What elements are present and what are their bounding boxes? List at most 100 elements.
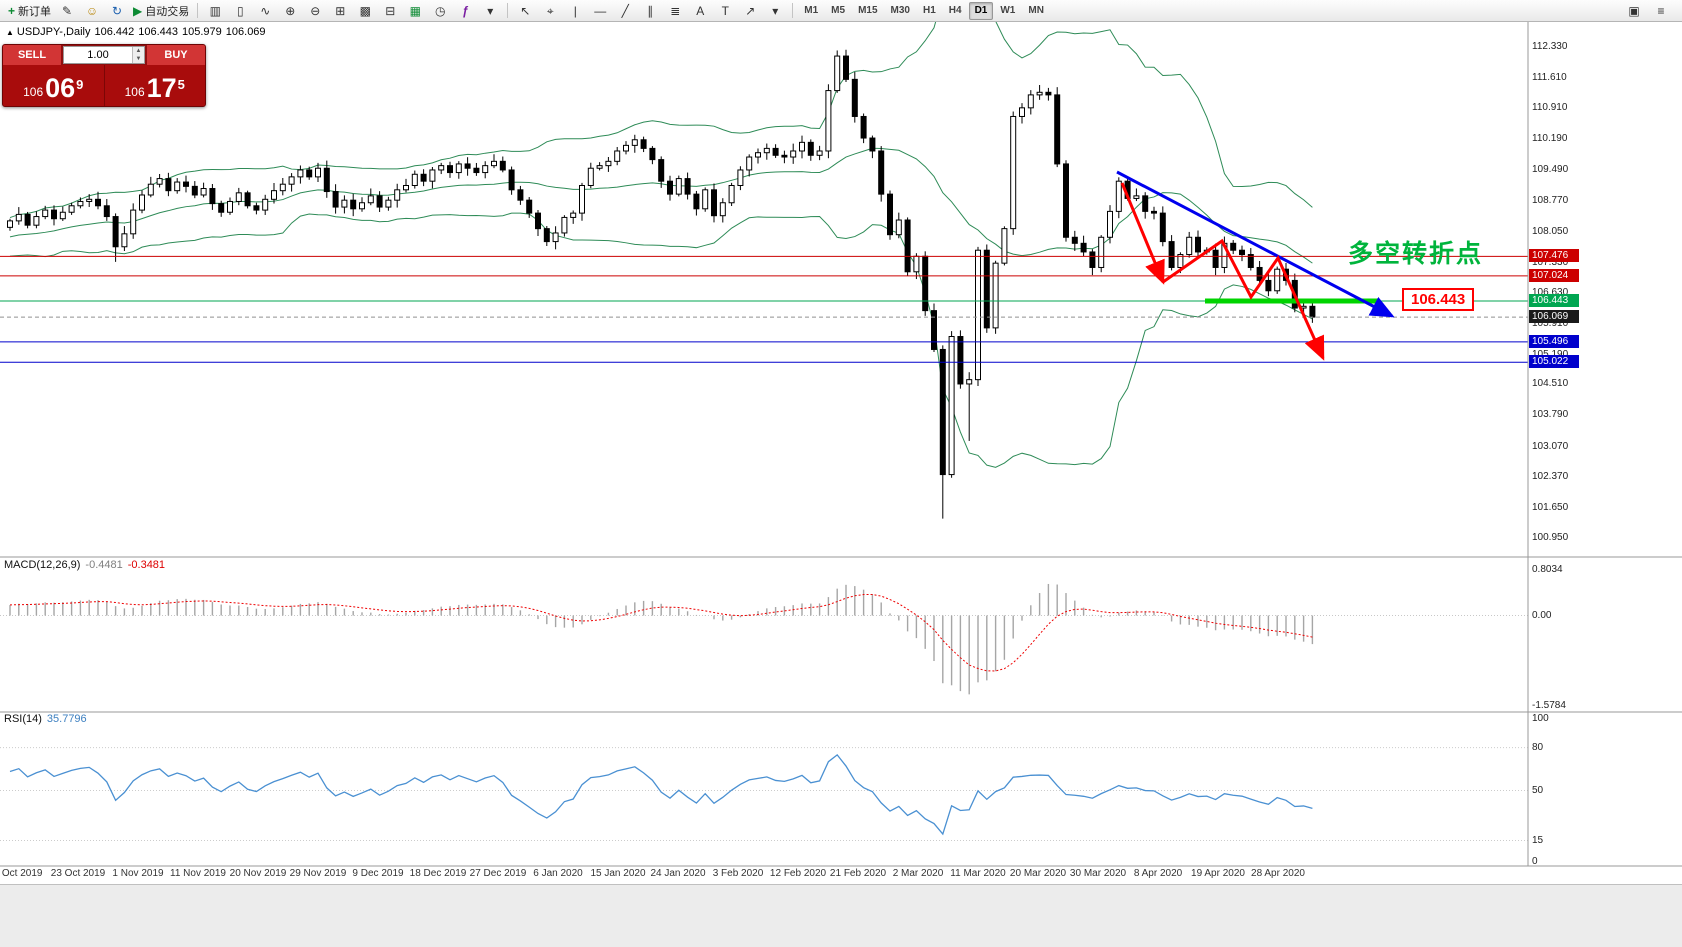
timeframe-m1[interactable]: M1: [804, 5, 819, 16]
volume-value[interactable]: 1.00: [87, 49, 109, 61]
arrows-tool[interactable]: ↗: [738, 1, 762, 21]
arrange-windows-button[interactable]: ⊟: [378, 1, 402, 21]
macd-pane[interactable]: [0, 557, 1528, 712]
tile-windows-button[interactable]: ⊞: [328, 1, 352, 21]
turning-point-annotation[interactable]: 多空转折点: [1348, 240, 1484, 268]
volume-stepper: ▲ ▼: [132, 47, 144, 63]
vertical-line-icon: |: [573, 3, 577, 18]
candlestick-chart-button[interactable]: ▯: [228, 1, 252, 21]
price-axis[interactable]: [1528, 22, 1682, 866]
zoom-out-icon: ⊖: [310, 3, 321, 18]
date-axis[interactable]: [0, 866, 1682, 884]
buy-price-big: 17: [146, 73, 177, 103]
layout-button[interactable]: ▣: [1622, 1, 1646, 21]
main-chart-pane[interactable]: [0, 22, 1528, 557]
new-order-icon: +: [8, 3, 16, 18]
shapes-icon: ▾: [772, 3, 779, 18]
horizontal-line-icon: ―: [594, 3, 607, 18]
line-chart-button[interactable]: ∿: [253, 1, 277, 21]
timeframe-h1[interactable]: H1: [922, 5, 936, 16]
buy-button[interactable]: BUY: [147, 45, 205, 65]
trendline-tool[interactable]: ╱: [613, 1, 637, 21]
trendline-icon: ╱: [621, 3, 629, 18]
tile-windows-icon: ⊞: [335, 3, 346, 18]
shapes-dropdown[interactable]: ▾: [763, 1, 787, 21]
autotrading-button[interactable]: ▶ 自动交易: [130, 1, 192, 21]
window-bottom-strip: [0, 884, 1682, 947]
rsi-pane[interactable]: [0, 712, 1528, 866]
profile-button[interactable]: ☺: [80, 1, 104, 21]
refresh-icon: ↻: [111, 3, 123, 18]
zoom-out-button[interactable]: ⊖: [303, 1, 327, 21]
chart-canvas[interactable]: [0, 22, 1682, 884]
indicators-button[interactable]: ƒ: [453, 1, 477, 21]
toolbar-right: ▣ ≡: [1622, 1, 1673, 21]
autotrading-icon: ▶: [133, 3, 143, 18]
timeframe-d1[interactable]: D1: [968, 1, 994, 20]
buy-price-base: 106: [124, 85, 145, 99]
timeframe-mn[interactable]: MN: [1028, 5, 1044, 16]
text-tool[interactable]: A: [688, 1, 712, 21]
horizontal-line-tool[interactable]: ―: [588, 1, 612, 21]
new-chart-icon: ▦: [409, 3, 421, 18]
new-order-button-label: 新订单: [18, 5, 52, 18]
bar-chart-button[interactable]: ▥: [203, 1, 227, 21]
channel-tool[interactable]: ∥: [638, 1, 662, 21]
refresh-button[interactable]: ↻: [105, 1, 129, 21]
chart-background: [0, 22, 1682, 884]
mql-editor-button[interactable]: ✎: [55, 1, 79, 21]
toolbar-separator: [792, 3, 794, 18]
text-icon: A: [696, 3, 705, 18]
options-button[interactable]: ≡: [1649, 1, 1673, 21]
timeframe-m5[interactable]: M5: [831, 5, 846, 16]
indicators-icon: ƒ: [461, 3, 469, 18]
one-click-trading-panel: SELL 1.00 ▲ ▼ BUY 106 06 9 106 17 5: [2, 44, 206, 107]
clock-button[interactable]: ◷: [428, 1, 452, 21]
toolbar-left: + 新订单 ✎ ☺ ↻ ▶ 自动交易 ▥ ▯ ∿ ⊕ ⊖ ⊞ ▩ ⊟ ▦ ◷ ƒ ▾ ↖ ⌖ | ― ╱ ∥ ≣ A T ↗ ▾ M1 M5 M…: [5, 1, 1050, 21]
crosshair-icon: ⌖: [546, 3, 554, 18]
timeframe-m15[interactable]: M15: [858, 5, 878, 16]
cascade-windows-icon: ▩: [359, 3, 371, 18]
clock-icon: ◷: [435, 3, 446, 18]
channel-icon: ∥: [647, 3, 654, 18]
zoom-in-icon: ⊕: [285, 3, 296, 18]
line-chart-icon: ∿: [260, 3, 271, 18]
price-callout-label[interactable]: 106.443: [1402, 288, 1475, 311]
toolbar-separator: [507, 3, 509, 18]
volume-up-button[interactable]: ▲: [133, 47, 144, 55]
indicators-dropdown[interactable]: ▾: [478, 1, 502, 21]
zoom-in-button[interactable]: ⊕: [278, 1, 302, 21]
timeframe-h4[interactable]: H4: [948, 5, 962, 16]
fibonacci-tool[interactable]: ≣: [663, 1, 687, 21]
sell-price-sup: 9: [76, 77, 84, 92]
toolbar: + 新订单 ✎ ☺ ↻ ▶ 自动交易 ▥ ▯ ∿ ⊕ ⊖ ⊞ ▩ ⊟ ▦ ◷ ƒ ▾ ↖ ⌖ | ― ╱ ∥ ≣ A T ↗ ▾ M1 M5 M…: [0, 0, 1682, 22]
new-chart-button[interactable]: ▦: [403, 1, 427, 21]
bar-chart-icon: ▥: [209, 3, 221, 18]
autotrading-button-label: 自动交易: [145, 5, 190, 18]
cascade-windows-button[interactable]: ▩: [353, 1, 377, 21]
fibonacci-icon: ≣: [670, 3, 681, 18]
sell-button[interactable]: SELL: [3, 45, 61, 65]
sell-price-button[interactable]: 106 06 9: [3, 65, 105, 106]
arrows-icon: ↗: [745, 3, 756, 18]
cursor-icon: ↖: [520, 3, 531, 18]
candlestick-chart-icon: ▯: [236, 3, 244, 18]
buy-price-sup: 5: [177, 77, 185, 92]
options-icon: ≡: [1657, 3, 1665, 18]
volume-field[interactable]: 1.00 ▲ ▼: [63, 46, 145, 64]
crosshair-tool[interactable]: ⌖: [538, 1, 562, 21]
vertical-line-tool[interactable]: |: [563, 1, 587, 21]
profile-icon: ☺: [85, 3, 99, 18]
label-icon: T: [721, 3, 729, 18]
timeframe-m30[interactable]: M30: [890, 5, 910, 16]
mql-editor-icon: ✎: [61, 3, 73, 18]
arrange-windows-icon: ⊟: [385, 3, 396, 18]
cursor-tool[interactable]: ↖: [513, 1, 537, 21]
toolbar-separator: [197, 3, 199, 18]
new-order-button[interactable]: + 新订单: [5, 1, 54, 21]
indicators-icon: ▾: [487, 3, 494, 18]
volume-down-button[interactable]: ▼: [133, 55, 144, 63]
timeframe-w1[interactable]: W1: [1000, 5, 1016, 16]
buy-price-button[interactable]: 106 17 5: [105, 65, 206, 106]
label-tool[interactable]: T: [713, 1, 737, 21]
